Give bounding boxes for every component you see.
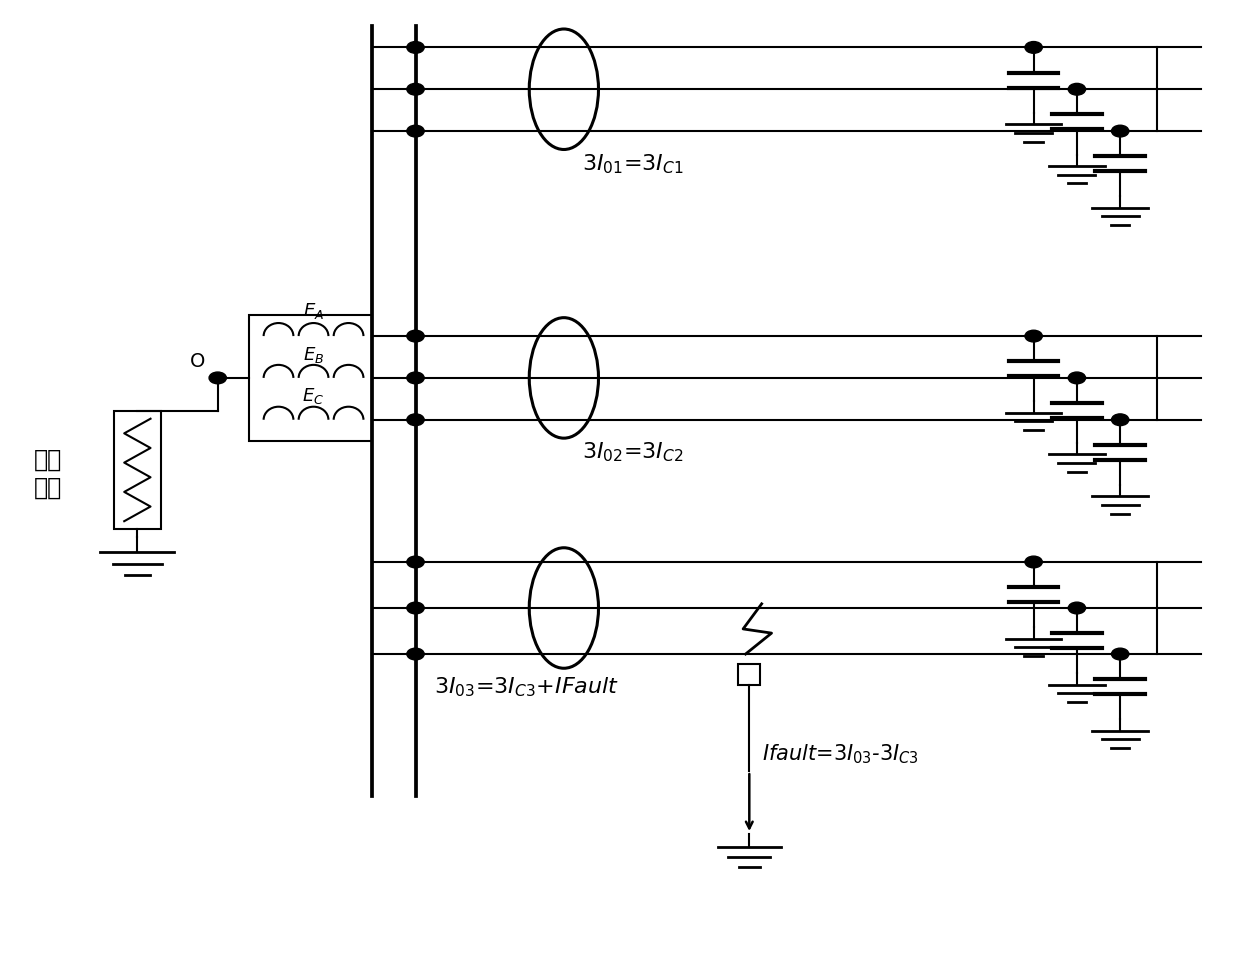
Text: 消弧
线圈: 消弧 线圈: [35, 448, 62, 500]
Text: $E_B$: $E_B$: [302, 345, 325, 365]
Circle shape: [1111, 125, 1129, 137]
Circle shape: [406, 83, 424, 96]
Text: $Ifault$=$3I_{03}$-$3I_{C3}$: $Ifault$=$3I_{03}$-$3I_{C3}$: [762, 743, 918, 766]
Circle shape: [1111, 414, 1129, 426]
Circle shape: [406, 330, 424, 342]
Circle shape: [1111, 648, 1129, 660]
Circle shape: [406, 125, 424, 137]
Bar: [249, 316, 372, 441]
Circle shape: [406, 372, 424, 384]
Circle shape: [1025, 556, 1042, 567]
Circle shape: [406, 648, 424, 660]
Circle shape: [1068, 602, 1085, 614]
Circle shape: [1025, 41, 1042, 53]
Bar: [738, 665, 761, 685]
Circle shape: [406, 556, 424, 567]
Circle shape: [406, 41, 424, 53]
Text: $3I_{03}$=$3I_{C3}$+$IFault$: $3I_{03}$=$3I_{C3}$+$IFault$: [434, 675, 620, 699]
Circle shape: [1068, 83, 1085, 96]
Text: $E_C$: $E_C$: [302, 386, 325, 406]
Text: O: O: [190, 352, 206, 372]
Text: $3I_{01}$=$3I_{C1}$: $3I_{01}$=$3I_{C1}$: [582, 152, 684, 176]
Circle shape: [406, 414, 424, 426]
Circle shape: [209, 372, 227, 384]
Circle shape: [406, 602, 424, 614]
Circle shape: [1025, 330, 1042, 342]
Circle shape: [1068, 372, 1085, 384]
Text: $3I_{02}$=$3I_{C2}$: $3I_{02}$=$3I_{C2}$: [582, 441, 684, 464]
Bar: [114, 411, 161, 529]
Text: $E_A$: $E_A$: [304, 301, 325, 321]
